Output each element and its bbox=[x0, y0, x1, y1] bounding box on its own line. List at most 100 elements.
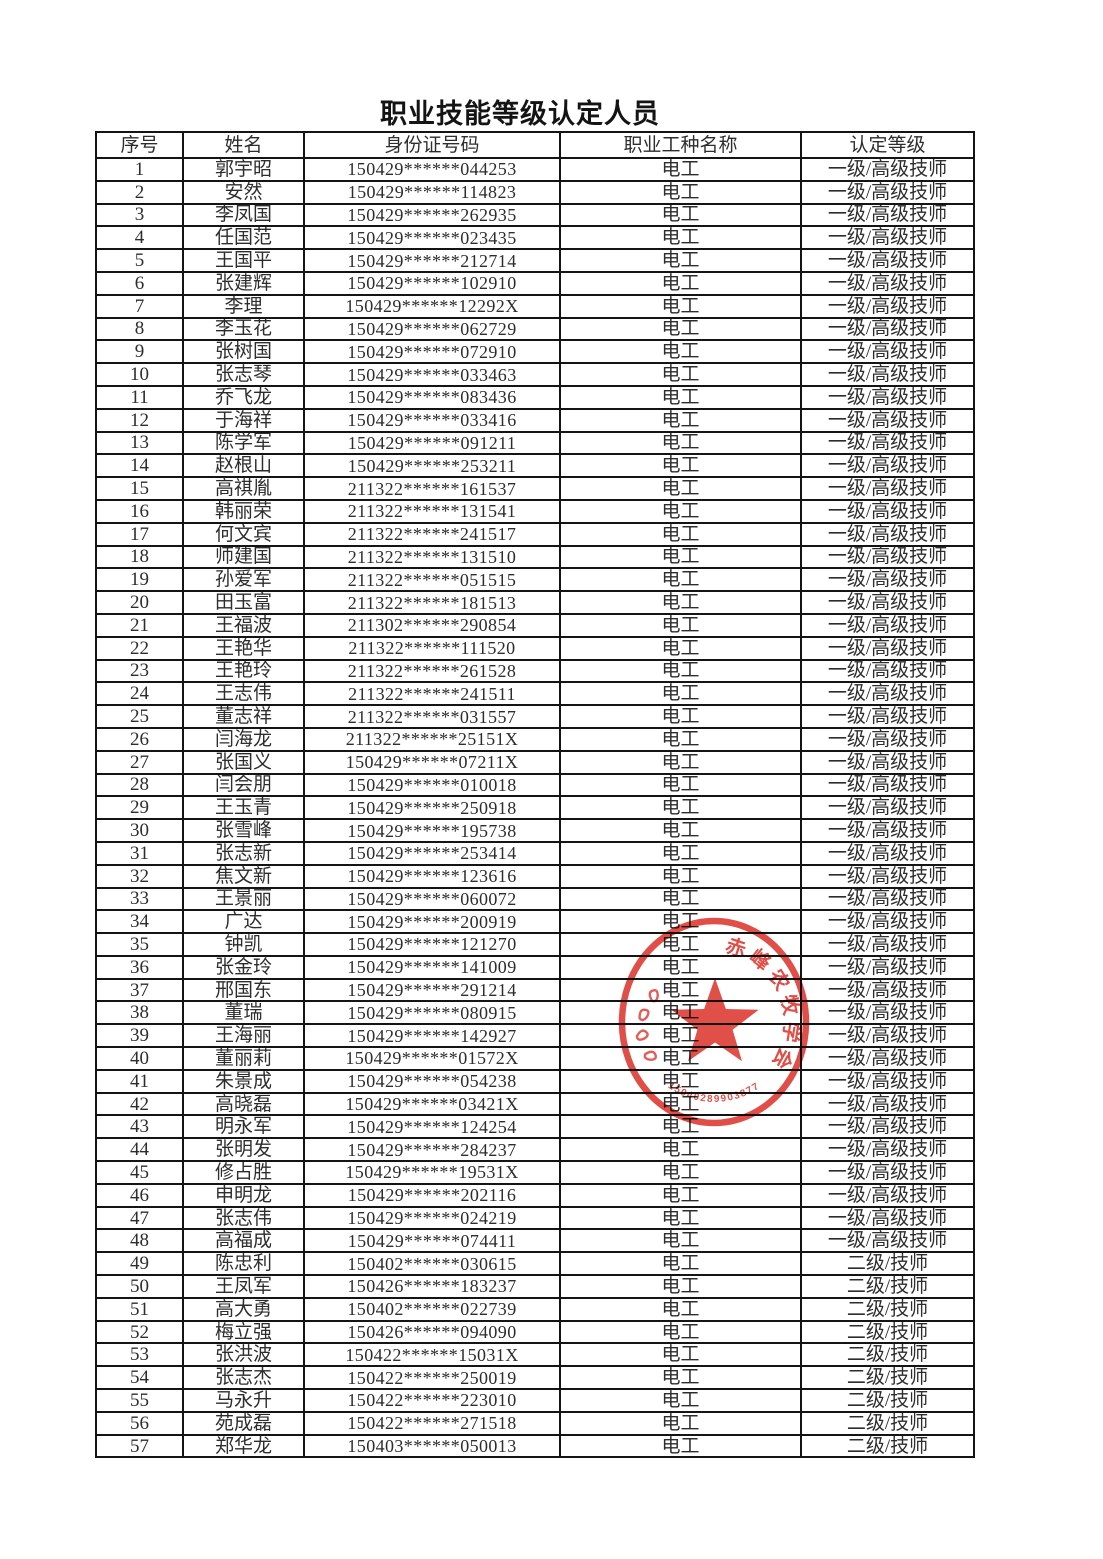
cell-name: 张志杰 bbox=[182, 1365, 305, 1391]
table-row: 55 马永升 150422******223010 电工 二级/技师 bbox=[95, 1388, 975, 1413]
cell-id: 150429******01572X bbox=[303, 1046, 561, 1071]
cell-name: 师建国 bbox=[182, 544, 305, 570]
cell-id: 211322******261528 bbox=[303, 658, 561, 684]
cell-level: 一级/高级技师 bbox=[800, 567, 975, 593]
cell-occupation: 电工 bbox=[559, 795, 802, 821]
cell-occupation: 电工 bbox=[559, 1388, 802, 1413]
cell-level: 一级/高级技师 bbox=[800, 1000, 975, 1026]
cell-name: 王国平 bbox=[182, 248, 305, 273]
cell-name: 王玉青 bbox=[182, 795, 305, 821]
cell-id: 150429******010018 bbox=[303, 772, 561, 798]
cell-name: 乔飞龙 bbox=[182, 384, 305, 410]
cell-id: 150429******083436 bbox=[303, 384, 561, 410]
cell-seq: 25 bbox=[95, 704, 184, 729]
cell-occupation: 电工 bbox=[559, 886, 802, 912]
cell-seq: 52 bbox=[95, 1319, 184, 1345]
table-row: 36 张金玲 150429******141009 电工 一级/高级技师 bbox=[95, 954, 975, 980]
table-row: 3 李凤国 150429******262935 电工 一级/高级技师 bbox=[95, 202, 975, 228]
cell-name: 王艳华 bbox=[182, 635, 305, 661]
cell-occupation: 电工 bbox=[559, 430, 802, 456]
cell-name: 明永军 bbox=[182, 1114, 305, 1140]
header-id-number: 身份证号码 bbox=[303, 131, 561, 159]
header-seq: 序号 bbox=[95, 131, 184, 159]
cell-occupation: 电工 bbox=[559, 1319, 802, 1345]
cell-name: 陈学军 bbox=[182, 430, 305, 456]
cell-occupation: 电工 bbox=[559, 248, 802, 273]
table-row: 18 师建国 211322******131510 电工 一级/高级技师 bbox=[95, 544, 975, 570]
cell-id: 150429******062729 bbox=[303, 316, 561, 342]
cell-level: 一级/高级技师 bbox=[800, 1228, 975, 1254]
cell-id: 211322******25151X bbox=[303, 726, 561, 752]
cell-seq: 16 bbox=[95, 498, 184, 524]
cell-id: 150429******12292X bbox=[303, 293, 561, 319]
cell-seq: 47 bbox=[95, 1205, 184, 1231]
cell-seq: 26 bbox=[95, 726, 184, 752]
table-row: 32 焦文新 150429******123616 电工 一级/高级技师 bbox=[95, 863, 975, 889]
cell-seq: 29 bbox=[95, 795, 184, 821]
cell-occupation: 电工 bbox=[559, 521, 802, 547]
cell-level: 一级/高级技师 bbox=[800, 316, 975, 342]
cell-occupation: 电工 bbox=[559, 772, 802, 798]
cell-level: 一级/高级技师 bbox=[800, 1091, 975, 1117]
cell-id: 150429******284237 bbox=[303, 1137, 561, 1163]
cell-seq: 13 bbox=[95, 430, 184, 456]
header-name: 姓名 bbox=[182, 131, 305, 159]
cell-name: 张建辉 bbox=[182, 270, 305, 296]
cell-seq: 49 bbox=[95, 1251, 184, 1277]
table-row: 6 张建辉 150429******102910 电工 一级/高级技师 bbox=[95, 270, 975, 296]
cell-level: 二级/技师 bbox=[800, 1388, 975, 1413]
table-row: 7 李理 150429******12292X 电工 一级/高级技师 bbox=[95, 293, 975, 319]
cell-level: 一级/高级技师 bbox=[800, 1114, 975, 1140]
cell-occupation: 电工 bbox=[559, 293, 802, 319]
header-occupation: 职业工种名称 bbox=[559, 131, 802, 159]
table-row: 31 张志新 150429******253414 电工 一级/高级技师 bbox=[95, 840, 975, 866]
cell-seq: 31 bbox=[95, 840, 184, 866]
cell-name: 邢国东 bbox=[182, 977, 305, 1003]
cell-seq: 32 bbox=[95, 863, 184, 889]
cell-seq: 41 bbox=[95, 1068, 184, 1094]
cell-level: 一级/高级技师 bbox=[800, 430, 975, 456]
cell-seq: 15 bbox=[95, 476, 184, 501]
table-row: 14 赵根山 150429******253211 电工 一级/高级技师 bbox=[95, 453, 975, 479]
table-row: 22 王艳华 211322******111520 电工 一级/高级技师 bbox=[95, 635, 975, 661]
cell-id: 150429******124254 bbox=[303, 1114, 561, 1140]
cell-occupation: 电工 bbox=[559, 498, 802, 524]
table-row: 11 乔飞龙 150429******083436 电工 一级/高级技师 bbox=[95, 384, 975, 410]
cell-level: 一级/高级技师 bbox=[800, 270, 975, 296]
cell-occupation: 电工 bbox=[559, 453, 802, 479]
cell-level: 二级/技师 bbox=[800, 1251, 975, 1277]
table-row: 38 董瑞 150429******080915 电工 一级/高级技师 bbox=[95, 1000, 975, 1026]
cell-seq: 43 bbox=[95, 1114, 184, 1140]
cell-occupation: 电工 bbox=[559, 932, 802, 957]
cell-name: 闫海龙 bbox=[182, 726, 305, 752]
cell-level: 一级/高级技师 bbox=[800, 612, 975, 638]
cell-id: 150403******050013 bbox=[303, 1433, 561, 1459]
cell-level: 一级/高级技师 bbox=[800, 407, 975, 433]
cell-seq: 46 bbox=[95, 1182, 184, 1208]
cell-name: 张志新 bbox=[182, 840, 305, 866]
cell-occupation: 电工 bbox=[559, 1228, 802, 1254]
cell-occupation: 电工 bbox=[559, 202, 802, 228]
cell-id: 150429******114823 bbox=[303, 179, 561, 205]
cell-occupation: 电工 bbox=[559, 1046, 802, 1071]
cell-name: 郭宇昭 bbox=[182, 157, 305, 182]
cell-id: 150429******091211 bbox=[303, 430, 561, 456]
table-row: 4 任国范 150429******023435 电工 一级/高级技师 bbox=[95, 225, 975, 251]
cell-seq: 34 bbox=[95, 909, 184, 935]
cell-id: 211322******241517 bbox=[303, 521, 561, 547]
cell-level: 一级/高级技师 bbox=[800, 818, 975, 843]
cell-name: 任国范 bbox=[182, 225, 305, 251]
cell-name: 王海丽 bbox=[182, 1023, 305, 1049]
cell-occupation: 电工 bbox=[559, 840, 802, 866]
cell-occupation: 电工 bbox=[559, 1433, 802, 1459]
cell-level: 二级/技师 bbox=[800, 1342, 975, 1368]
cell-level: 一级/高级技师 bbox=[800, 202, 975, 228]
cell-id: 150422******271518 bbox=[303, 1410, 561, 1436]
table-row: 28 闫会朋 150429******010018 电工 一级/高级技师 bbox=[95, 772, 975, 798]
cell-name: 王凤军 bbox=[182, 1274, 305, 1299]
cell-occupation: 电工 bbox=[559, 1342, 802, 1368]
cell-occupation: 电工 bbox=[559, 635, 802, 661]
cell-name: 韩丽荣 bbox=[182, 498, 305, 524]
cell-name: 王福波 bbox=[182, 612, 305, 638]
table-row: 27 张国义 150429******07211X 电工 一级/高级技师 bbox=[95, 749, 975, 775]
